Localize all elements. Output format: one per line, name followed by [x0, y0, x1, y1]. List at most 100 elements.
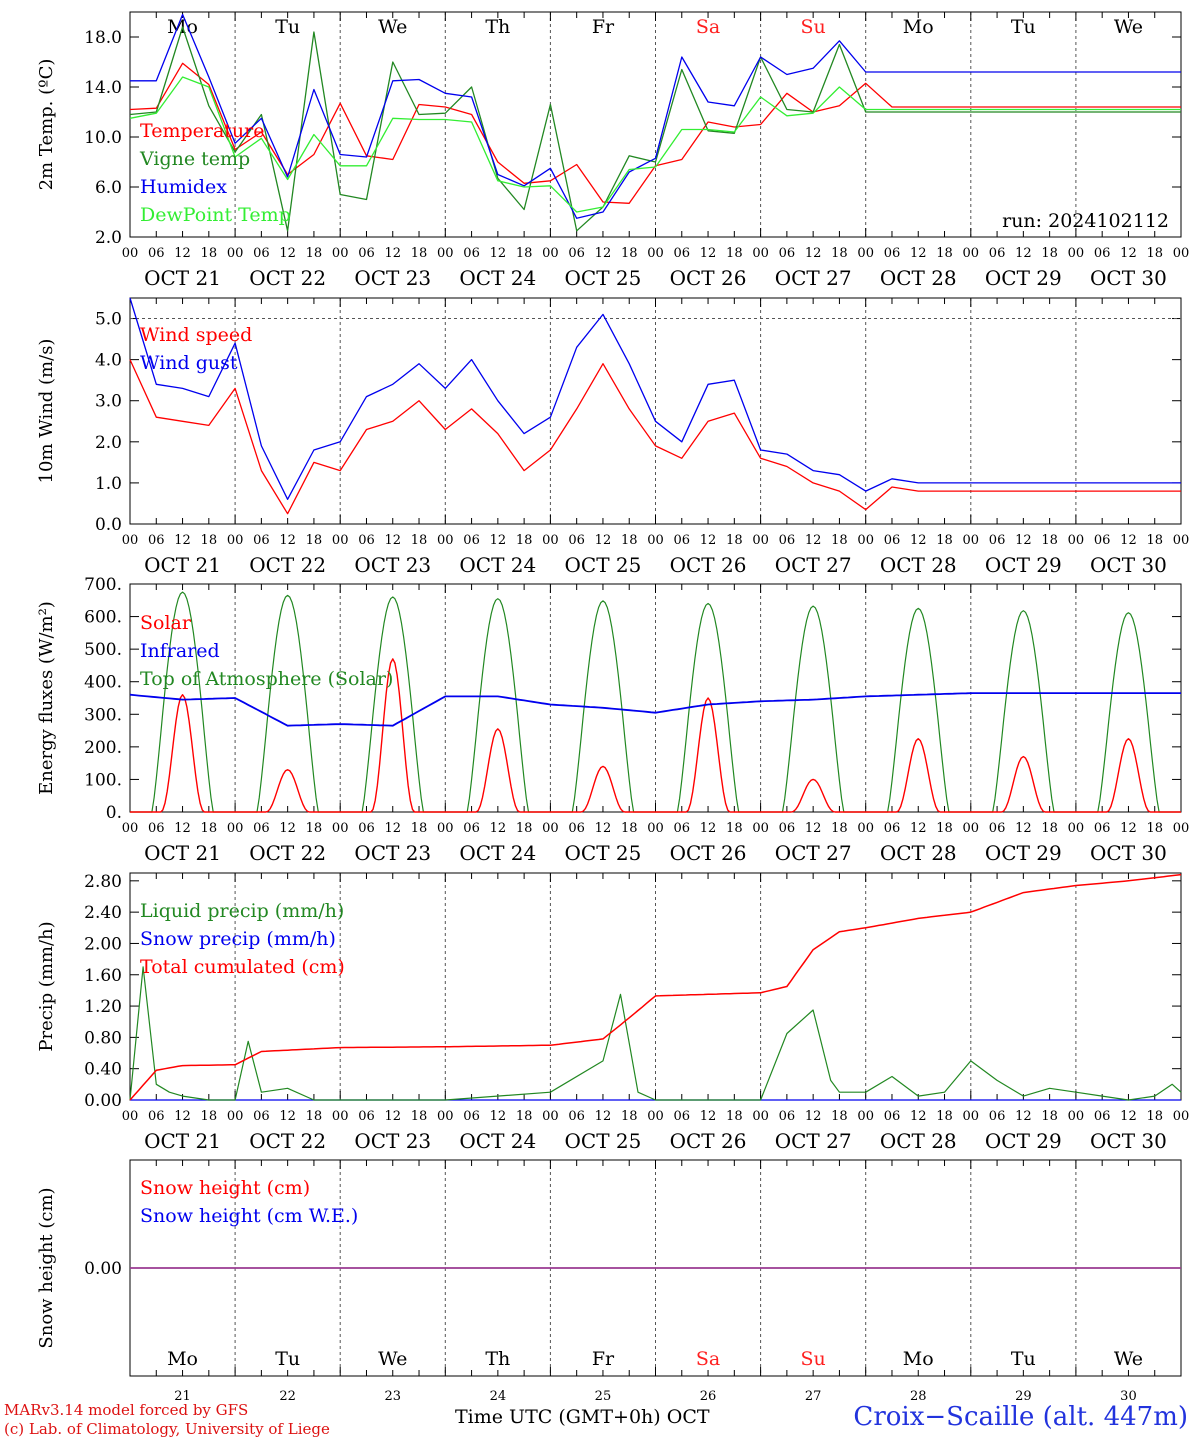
wind-hour-tick-label: 00 — [1173, 533, 1190, 548]
temp-hour-tick-label: 06 — [253, 246, 270, 261]
energy-date-label: OCT 26 — [670, 841, 747, 865]
temp-date-label: OCT 22 — [249, 266, 326, 290]
wind-hour-tick-label: 00 — [963, 533, 980, 548]
precip-legend-total-cumulated-cm-: Total cumulated (cm) — [140, 956, 345, 978]
precip-hour-tick-label: 18 — [831, 1109, 848, 1124]
snow-day-label: We — [378, 1348, 407, 1370]
snow-y-tick-label: 0.00 — [84, 1259, 122, 1279]
precip-hour-tick-label: 06 — [884, 1109, 901, 1124]
temp-day-label: Tu — [1011, 16, 1036, 38]
precip-date-label: OCT 23 — [354, 1129, 431, 1153]
energy-hour-tick-label: 18 — [621, 821, 638, 836]
temp-hour-tick-label: 18 — [411, 246, 428, 261]
snow-day-label: Mo — [903, 1348, 934, 1370]
precip-hour-tick-label: 12 — [700, 1109, 717, 1124]
energy-hour-tick-label: 00 — [647, 821, 664, 836]
wind-y-tick-label: 3.0 — [95, 392, 122, 412]
precip-hour-tick-label: 18 — [1041, 1109, 1058, 1124]
temp-day-label: We — [378, 16, 407, 38]
energy-hour-tick-label: 12 — [910, 821, 927, 836]
precip-hour-tick-label: 06 — [779, 1109, 796, 1124]
energy-hour-tick-label: 12 — [1120, 821, 1137, 836]
energy-date-label: OCT 22 — [249, 841, 326, 865]
energy-hour-tick-label: 06 — [1094, 821, 1111, 836]
precip-date-label: OCT 26 — [670, 1129, 747, 1153]
energy-hour-tick-label: 06 — [568, 821, 585, 836]
precip-hour-tick-label: 18 — [936, 1109, 953, 1124]
wind-hour-tick-label: 18 — [306, 533, 323, 548]
temp-day-label: Mo — [903, 16, 934, 38]
snow-day-label: We — [1114, 1348, 1143, 1370]
energy-y-tick-label: 300. — [84, 705, 122, 725]
energy-hour-tick-label: 06 — [779, 821, 796, 836]
wind-hour-tick-label: 06 — [779, 533, 796, 548]
energy-y-tick-label: 100. — [84, 770, 122, 790]
precip-total-line — [129, 873, 1182, 1101]
wind-hour-tick-label: 00 — [437, 533, 454, 548]
energy-legend-top-of-atmosphere-solar-: Top of Atmosphere (Solar) — [140, 668, 393, 690]
temp-hour-tick-label: 06 — [674, 246, 691, 261]
wind-hour-tick-label: 12 — [700, 533, 717, 548]
energy-date-label: OCT 28 — [880, 841, 957, 865]
precip-y-tick-label: 1.20 — [84, 997, 122, 1017]
precip-hour-tick-label: 00 — [752, 1109, 769, 1124]
wind-y-tick-label: 2.0 — [95, 433, 122, 453]
energy-hour-tick-label: 18 — [411, 821, 428, 836]
temp-run-annotation: run: 2024102112 — [1002, 210, 1169, 232]
energy-date-label: OCT 25 — [565, 841, 642, 865]
temp-y-tick-label: 14.0 — [84, 78, 122, 98]
snow-day-label: Sa — [696, 1348, 720, 1370]
temp-legend-humidex: Humidex — [140, 176, 227, 198]
wind-hour-tick-label: 12 — [490, 533, 507, 548]
energy-hour-tick-label: 00 — [437, 821, 454, 836]
time-axis-text: Time UTC (GMT+0h) — [455, 1406, 661, 1428]
energy-y-tick-label: 700. — [84, 575, 122, 595]
temp-hour-tick-label: 18 — [201, 246, 218, 261]
wind-hour-tick-label: 12 — [910, 533, 927, 548]
precip-y-tick-label: 0.40 — [84, 1060, 122, 1080]
energy-y-tick-label: 200. — [84, 738, 122, 758]
precip-hour-tick-label: 12 — [490, 1109, 507, 1124]
wind-series-line — [129, 297, 1181, 500]
wind-hour-tick-label: 06 — [463, 533, 480, 548]
wind-hour-tick-label: 18 — [621, 533, 638, 548]
precip-hour-tick-label: 18 — [621, 1109, 638, 1124]
wind-hour-tick-label: 06 — [989, 533, 1006, 548]
wind-date-label: OCT 26 — [670, 553, 747, 577]
snow-day-number: 27 — [805, 1389, 822, 1404]
precip-y-tick-label: 0.80 — [84, 1028, 122, 1048]
temp-date-label: OCT 29 — [985, 266, 1062, 290]
wind-date-label: OCT 28 — [880, 553, 957, 577]
temp-date-label: OCT 21 — [144, 266, 221, 290]
temp-date-label: OCT 28 — [880, 266, 957, 290]
energy-hour-tick-label: 18 — [936, 821, 953, 836]
precip-hour-tick-label: 00 — [437, 1109, 454, 1124]
snow-day-number: 22 — [279, 1389, 296, 1404]
temp-hour-tick-label: 00 — [752, 246, 769, 261]
snow-day-number: 25 — [595, 1389, 612, 1404]
temp-series-line — [129, 76, 1181, 213]
wind-hour-tick-label: 12 — [279, 533, 296, 548]
wind-legend-wind-speed: Wind speed — [140, 324, 252, 346]
energy-date-label: OCT 21 — [144, 841, 221, 865]
wind-hour-tick-label: 12 — [384, 533, 401, 548]
temp-hour-tick-label: 00 — [227, 246, 244, 261]
temp-series-line — [129, 26, 1181, 232]
temp-day-label: Tu — [275, 16, 300, 38]
snow-y-axis-label: Snow height (cm) — [36, 1187, 57, 1348]
precip-hour-tick-label: 18 — [726, 1109, 743, 1124]
precip-hour-tick-label: 18 — [411, 1109, 428, 1124]
temp-hour-tick-label: 12 — [490, 246, 507, 261]
energy-hour-tick-label: 12 — [595, 821, 612, 836]
wind-hour-tick-label: 18 — [936, 533, 953, 548]
precip-date-label: OCT 27 — [775, 1129, 852, 1153]
wind-hour-tick-label: 18 — [1041, 533, 1058, 548]
snow-day-number: 21 — [174, 1389, 191, 1404]
precip-hour-tick-label: 00 — [542, 1109, 559, 1124]
energy-hour-tick-label: 12 — [279, 821, 296, 836]
snow-day-number: 26 — [700, 1389, 717, 1404]
energy-hour-tick-label: 06 — [253, 821, 270, 836]
precip-liquid-line — [129, 966, 1182, 1101]
wind-y-tick-label: 1.0 — [95, 474, 122, 494]
